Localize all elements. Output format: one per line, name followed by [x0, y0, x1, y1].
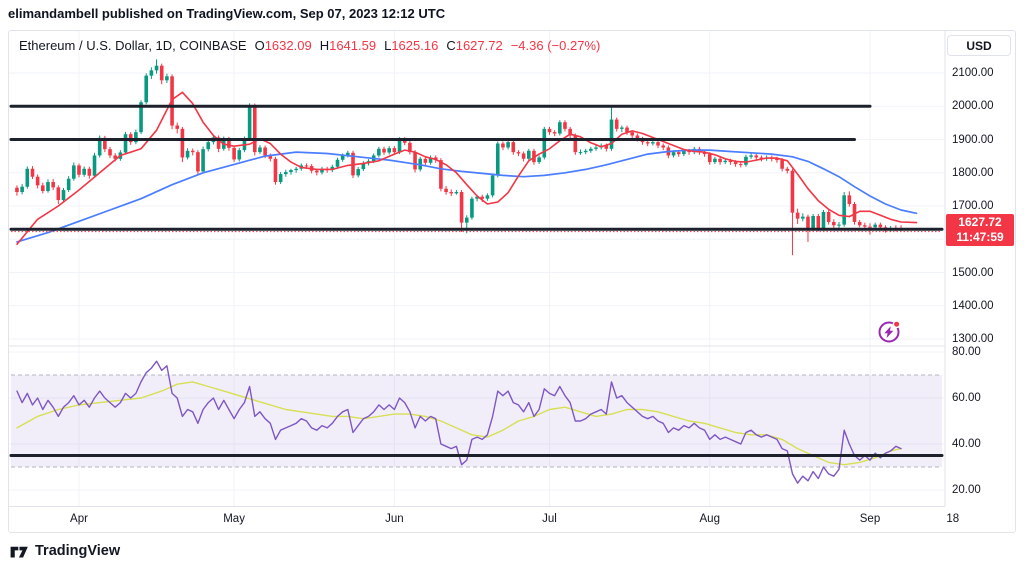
high-value: 1641.59	[329, 38, 377, 53]
price-tick-label: 2100.00	[952, 67, 994, 79]
open-label: O	[254, 38, 265, 53]
open-value: 1632.09	[264, 38, 312, 53]
low-value: 1625.16	[391, 38, 439, 53]
footer-brand[interactable]: TradingView	[10, 543, 120, 559]
price-tick-label: 1500.00	[952, 266, 994, 279]
rsi-tick-label: 80.00	[952, 346, 981, 358]
time-tick-label: Sep	[859, 513, 881, 525]
last-price-badge: 1627.72 11:47:59	[946, 214, 1014, 246]
price-tick-label: 1700.00	[952, 200, 994, 212]
symbol-legend[interactable]: Ethereum / U.S. Dollar, 1D, COINBASE O163…	[19, 38, 600, 53]
flash-events-icon[interactable]	[875, 317, 903, 345]
brand-name: TradingView	[35, 543, 121, 559]
price-tick-label: 2000.00	[952, 100, 994, 113]
chart-widget: Ethereum / U.S. Dollar, 1D, COINBASE O163…	[8, 30, 1016, 533]
time-tick-label: Apr	[70, 513, 88, 525]
low-label: L	[384, 38, 392, 53]
price-tick-label: 1400.00	[952, 299, 994, 312]
close-label: C	[446, 38, 456, 53]
time-tick-label: Aug	[699, 513, 720, 525]
countdown-timer: 11:47:59	[956, 230, 1004, 244]
currency-button[interactable]: USD	[947, 35, 1011, 56]
tradingview-logo-icon	[10, 546, 28, 557]
rsi-tick-label: 60.00	[952, 392, 981, 404]
time-tick-label: Jun	[385, 513, 404, 525]
lightning-icon	[878, 320, 901, 343]
rsi-tick-label: 20.00	[952, 484, 981, 496]
rsi-tick-label: 40.00	[952, 438, 981, 450]
price-tick-label: 1900.00	[952, 133, 994, 146]
attribution-text: elimandambell published on TradingView.c…	[8, 6, 446, 21]
time-tick-label: Jul	[542, 513, 557, 525]
symbol-title[interactable]: Ethereum / U.S. Dollar, 1D, COINBASE	[19, 38, 247, 53]
last-price: 1627.72	[958, 215, 1002, 229]
high-label: H	[319, 38, 330, 53]
price-tick-label: 1300.00	[952, 333, 994, 345]
time-tick-label: 18	[946, 513, 960, 525]
close-value: 1627.72	[455, 38, 503, 53]
price-chart-canvas[interactable]	[9, 31, 1017, 506]
price-axis[interactable]: 2100.00 2000.00 1900.00 1800.00 1700.00 1500.…	[945, 31, 1017, 506]
change-value: −4.36 (−0.27%)	[510, 38, 601, 53]
time-axis[interactable]: Apr May Jun Jul Aug Sep 18	[9, 506, 959, 533]
time-tick-label: May	[223, 513, 245, 525]
price-tick-label: 1800.00	[952, 166, 994, 179]
